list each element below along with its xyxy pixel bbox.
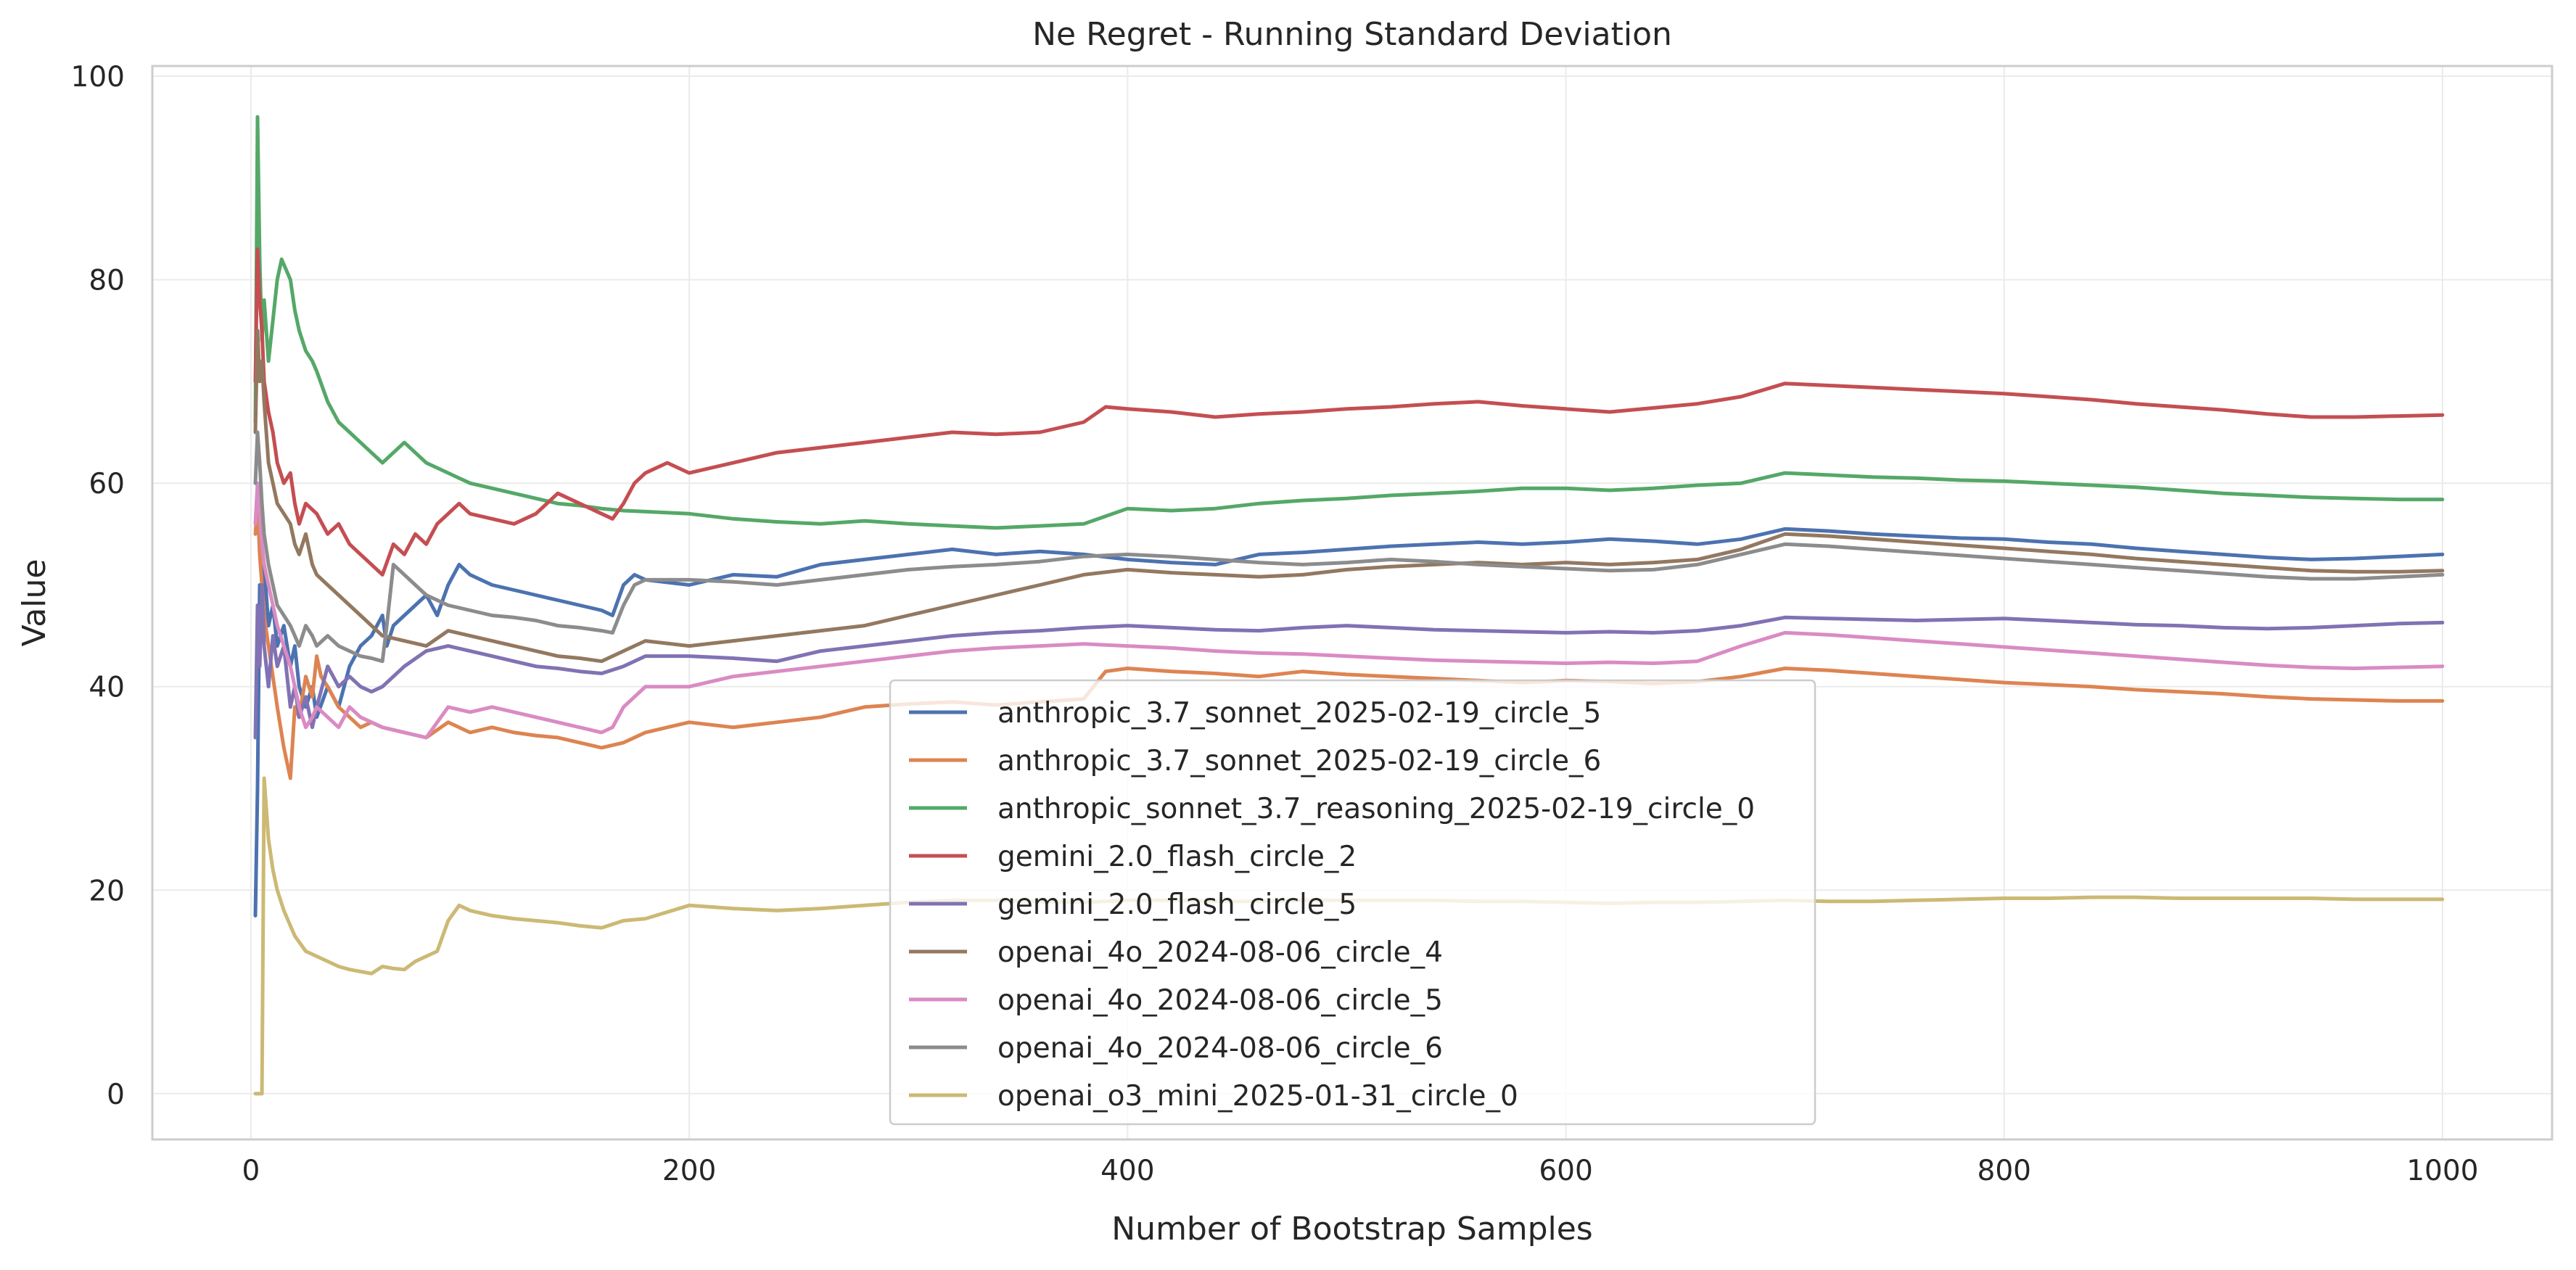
plot-frame: [151, 65, 2554, 1141]
series-line: [253, 115, 2445, 530]
legend-entry-label: anthropic_sonnet_3.7_reasoning_2025-02-1…: [997, 793, 1755, 825]
legend-entry-label: gemini_2.0_flash_circle_2: [997, 841, 1357, 873]
y-tick-label: 0: [107, 1079, 125, 1111]
legend: anthropic_3.7_sonnet_2025-02-19_circle_5…: [889, 679, 1816, 1126]
x-tick-label: 400: [1100, 1155, 1154, 1187]
series-line: [253, 776, 2445, 1096]
y-tick-label: 40: [89, 672, 125, 704]
y-axis-label: Value: [16, 559, 53, 647]
x-tick-label: 200: [662, 1155, 716, 1187]
legend-entry-label: anthropic_3.7_sonnet_2025-02-19_circle_6: [997, 745, 1601, 778]
x-tick-label: 0: [242, 1155, 260, 1187]
legend-entry-label: openai_o3_mini_2025-01-31_circle_0: [997, 1080, 1518, 1113]
y-tick-label: 60: [89, 468, 125, 500]
series-line: [253, 583, 2445, 740]
chart-title: Ne Regret - Running Standard Deviation: [1032, 16, 1672, 53]
legend-entry-label: openai_4o_2024-08-06_circle_6: [997, 1032, 1443, 1065]
legend-entry-label: anthropic_3.7_sonnet_2025-02-19_circle_5: [997, 697, 1601, 730]
y-tick-label: 80: [89, 265, 125, 297]
legend-entry-label: openai_4o_2024-08-06_circle_4: [997, 936, 1443, 969]
y-tick-label: 20: [89, 875, 125, 907]
x-axis-ticks: 0 200 400 600 800 1000: [242, 1155, 2479, 1187]
series-line: [253, 481, 2445, 740]
y-tick-label: 100: [71, 61, 125, 94]
series-line: [253, 329, 2445, 664]
y-axis-ticks: 0 20 40 60 80 100: [71, 61, 125, 1111]
x-tick-label: 800: [1978, 1155, 2031, 1187]
x-tick-label: 1000: [2406, 1155, 2478, 1187]
series-line: [253, 501, 2445, 780]
legend-entry-label: openai_4o_2024-08-06_circle_5: [997, 984, 1443, 1017]
legend-box: [889, 679, 1816, 1126]
x-axis-label: Number of Bootstrap Samples: [1111, 1211, 1592, 1248]
series-lines: [253, 115, 2445, 1096]
x-tick-label: 600: [1539, 1155, 1592, 1187]
series-line: [253, 430, 2445, 664]
legend-entry-label: gemini_2.0_flash_circle_5: [997, 888, 1357, 921]
series-line: [253, 247, 2445, 577]
